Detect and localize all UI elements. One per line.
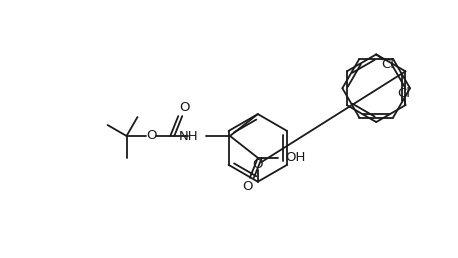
Text: O: O xyxy=(253,158,263,171)
Text: O: O xyxy=(179,101,190,114)
Text: NH: NH xyxy=(179,131,198,143)
Text: OH: OH xyxy=(286,151,306,164)
Text: O: O xyxy=(243,180,253,193)
Text: Cl: Cl xyxy=(397,87,410,100)
Text: O: O xyxy=(146,130,157,142)
Text: Cl: Cl xyxy=(382,58,395,71)
